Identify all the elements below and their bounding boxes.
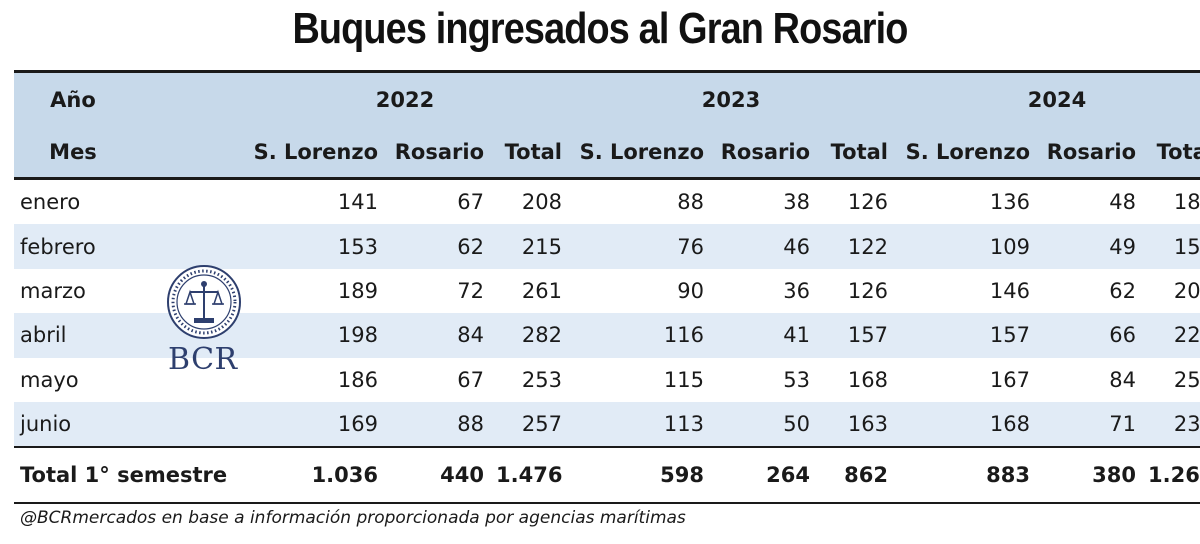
value-cell: 153 bbox=[242, 224, 384, 269]
subcol-rosario: Rosario bbox=[384, 127, 490, 180]
header-row-years: Año 2022 2023 2024 bbox=[14, 70, 1200, 127]
bcr-logo: BCR bbox=[162, 264, 246, 382]
value-cell: 186 bbox=[337, 367, 378, 392]
table-row: marzo 189 72 261 90 36 126 146 62 208 bbox=[14, 269, 1200, 313]
value-cell: 282 bbox=[490, 313, 568, 358]
value-cell: 48 bbox=[1109, 190, 1136, 215]
total-cell: 1.036 bbox=[242, 446, 384, 505]
value-cell: 62 bbox=[384, 224, 490, 269]
value-cell: 167 bbox=[989, 367, 1030, 392]
value-cell: 67 bbox=[457, 190, 484, 215]
subcol-total: Total bbox=[1142, 127, 1200, 180]
value-cell: 169 bbox=[242, 401, 384, 448]
value-cell: 109 bbox=[894, 224, 1036, 269]
value-cell: 84 bbox=[1109, 367, 1136, 392]
subcol-slorenzo: S. Lorenzo bbox=[894, 127, 1036, 180]
value-cell: 46 bbox=[710, 224, 816, 269]
value-cell: 184 bbox=[1173, 190, 1200, 215]
month-cell: marzo bbox=[20, 278, 86, 303]
total-cell: 1.476 bbox=[490, 446, 568, 505]
header-row-subcolumns: Mes S. Lorenzo Rosario Total S. Lorenzo … bbox=[14, 127, 1200, 180]
value-cell: 239 bbox=[1142, 401, 1200, 448]
value-cell: 62 bbox=[1109, 278, 1136, 303]
total-cell: 862 bbox=[816, 446, 894, 505]
month-cell: enero bbox=[20, 190, 81, 215]
value-cell: 261 bbox=[521, 278, 562, 303]
total-row: Total 1° semestre 1.036 440 1.476 598 26… bbox=[14, 446, 1200, 505]
subcol-rosario: Rosario bbox=[1036, 127, 1142, 180]
total-cell: 883 bbox=[894, 446, 1036, 505]
year-header-2023: 2023 bbox=[568, 70, 894, 127]
total-cell: 440 bbox=[384, 446, 490, 505]
bcr-logo-text: BCR bbox=[168, 342, 238, 377]
value-cell: 136 bbox=[989, 190, 1030, 215]
value-cell: 208 bbox=[521, 190, 562, 215]
total-cell: 264 bbox=[710, 446, 816, 505]
table-row: mayo 186 67 253 115 53 168 167 84 251 bbox=[14, 358, 1200, 402]
total-cell: 598 bbox=[568, 446, 710, 505]
value-cell: 198 bbox=[242, 313, 384, 358]
value-cell: 157 bbox=[816, 313, 894, 358]
value-cell: 223 bbox=[1142, 313, 1200, 358]
value-cell: 71 bbox=[1036, 401, 1142, 448]
month-cell: junio bbox=[14, 401, 242, 448]
subcol-slorenzo: S. Lorenzo bbox=[568, 127, 710, 180]
value-cell: 141 bbox=[337, 190, 378, 215]
total-label: Total 1° semestre bbox=[14, 446, 242, 505]
table-row: junio 169 88 257 113 50 163 168 71 239 bbox=[14, 401, 1200, 448]
value-cell: 88 bbox=[677, 190, 704, 215]
value-cell: 88 bbox=[384, 401, 490, 448]
value-cell: 41 bbox=[710, 313, 816, 358]
page-title: Buques ingresados al Gran Rosario bbox=[292, 4, 908, 53]
value-cell: 76 bbox=[568, 224, 710, 269]
value-cell: 72 bbox=[457, 278, 484, 303]
year-header-2024: 2024 bbox=[894, 70, 1200, 127]
total-cell: 380 bbox=[1036, 446, 1142, 505]
value-cell: 84 bbox=[384, 313, 490, 358]
value-cell: 50 bbox=[710, 401, 816, 448]
value-cell: 208 bbox=[1173, 278, 1200, 303]
subcol-rosario: Rosario bbox=[710, 127, 816, 180]
bcr-seal-icon bbox=[167, 265, 241, 339]
value-cell: 126 bbox=[847, 190, 888, 215]
table-row: febrero 153 62 215 76 46 122 109 49 158 bbox=[14, 224, 1200, 269]
value-cell: 257 bbox=[490, 401, 568, 448]
month-column-header: Mes bbox=[14, 127, 242, 180]
value-cell: 122 bbox=[816, 224, 894, 269]
month-cell: febrero bbox=[14, 224, 242, 269]
value-cell: 215 bbox=[490, 224, 568, 269]
subcol-total: Total bbox=[816, 127, 894, 180]
subcol-total: Total bbox=[490, 127, 568, 180]
table-row: enero 141 67 208 88 38 126 136 48 184 bbox=[14, 179, 1200, 225]
value-cell: 189 bbox=[337, 278, 378, 303]
value-cell: 168 bbox=[894, 401, 1036, 448]
value-cell: 146 bbox=[989, 278, 1030, 303]
value-cell: 113 bbox=[568, 401, 710, 448]
value-cell: 253 bbox=[521, 367, 562, 392]
value-cell: 157 bbox=[894, 313, 1036, 358]
value-cell: 126 bbox=[847, 278, 888, 303]
value-cell: 36 bbox=[783, 278, 810, 303]
value-cell: 38 bbox=[783, 190, 810, 215]
value-cell: 168 bbox=[847, 367, 888, 392]
year-row-label: Año bbox=[14, 70, 242, 127]
value-cell: 116 bbox=[568, 313, 710, 358]
value-cell: 158 bbox=[1142, 224, 1200, 269]
year-header-2022: 2022 bbox=[242, 70, 568, 127]
value-cell: 90 bbox=[677, 278, 704, 303]
value-cell: 53 bbox=[783, 367, 810, 392]
value-cell: 49 bbox=[1036, 224, 1142, 269]
value-cell: 115 bbox=[663, 367, 704, 392]
value-cell: 251 bbox=[1173, 367, 1200, 392]
source-note: @BCRmercados en base a información propo… bbox=[20, 508, 686, 528]
month-cell: mayo bbox=[20, 367, 79, 392]
subcol-slorenzo: S. Lorenzo bbox=[242, 127, 384, 180]
value-cell: 67 bbox=[457, 367, 484, 392]
total-cell: 1.263 bbox=[1142, 446, 1200, 505]
value-cell: 66 bbox=[1036, 313, 1142, 358]
value-cell: 163 bbox=[816, 401, 894, 448]
